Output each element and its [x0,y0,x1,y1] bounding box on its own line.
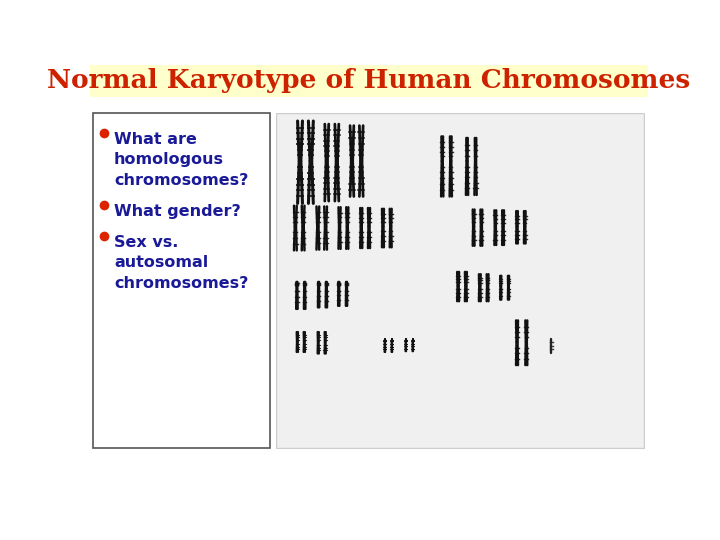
Text: Sex vs.
autosomal
chromosomes?: Sex vs. autosomal chromosomes? [114,235,248,291]
Text: What are
homologous
chromosomes?: What are homologous chromosomes? [114,132,248,187]
Bar [277,115,642,447]
Text: Normal Karyotype of Human Chromosomes: Normal Karyotype of Human Chromosomes [48,69,690,93]
Bar [276,113,644,448]
Bar [93,113,270,448]
Text: What gender?: What gender? [114,204,240,219]
Bar [90,65,648,97]
